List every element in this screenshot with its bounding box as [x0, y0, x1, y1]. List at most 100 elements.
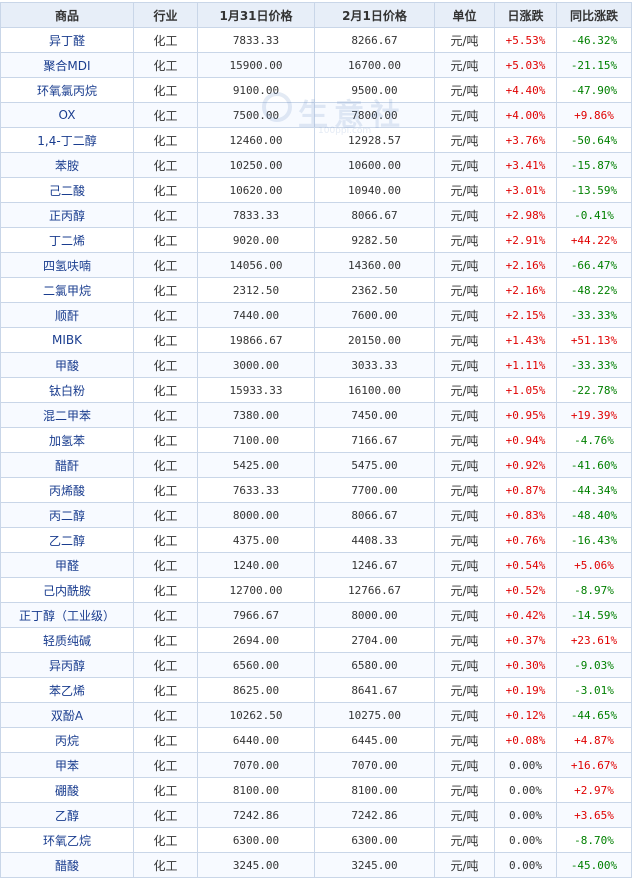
unit-cell: 元/吨 — [434, 27, 495, 53]
product-name-link[interactable]: 丙二醇 — [0, 502, 134, 528]
price-jan31-cell: 8100.00 — [197, 777, 315, 803]
yoy-change-cell: -3.01% — [556, 677, 632, 703]
unit-cell: 元/吨 — [434, 727, 495, 753]
product-name-link[interactable]: 己内酰胺 — [0, 577, 134, 603]
product-name-link[interactable]: 甲酸 — [0, 352, 134, 378]
price-jan31-cell: 19866.67 — [197, 327, 315, 353]
daily-change-cell: +0.08% — [494, 727, 557, 753]
price-feb1-cell: 7166.67 — [314, 427, 435, 453]
unit-cell: 元/吨 — [434, 527, 495, 553]
unit-cell: 元/吨 — [434, 627, 495, 653]
industry-cell: 化工 — [133, 702, 198, 728]
unit-cell: 元/吨 — [434, 477, 495, 503]
product-name-link[interactable]: 环氧乙烷 — [0, 827, 134, 853]
price-jan31-cell: 15933.33 — [197, 377, 315, 403]
product-name-link[interactable]: 硼酸 — [0, 777, 134, 803]
product-name-link[interactable]: 苯胺 — [0, 152, 134, 178]
table-row: 醋酐 化工 5425.00 5475.00 元/吨 +0.92% -41.60% — [0, 452, 632, 478]
price-jan31-cell: 5425.00 — [197, 452, 315, 478]
product-name-link[interactable]: 丙烯酸 — [0, 477, 134, 503]
industry-cell: 化工 — [133, 552, 198, 578]
product-name-link[interactable]: 双酚A — [0, 702, 134, 728]
daily-change-cell: +0.54% — [494, 552, 557, 578]
price-feb1-cell: 3245.00 — [314, 852, 435, 878]
table-row: 甲苯 化工 7070.00 7070.00 元/吨 0.00% +16.67% — [0, 752, 632, 778]
yoy-change-cell: -41.60% — [556, 452, 632, 478]
industry-cell: 化工 — [133, 202, 198, 228]
daily-change-cell: +0.95% — [494, 402, 557, 428]
product-name-link[interactable]: 异丁醛 — [0, 27, 134, 53]
price-jan31-cell: 15900.00 — [197, 52, 315, 78]
table-body: 异丁醛 化工 7833.33 8266.67 元/吨 +5.53% -46.32% 聚合MDI… — [0, 27, 632, 878]
industry-cell: 化工 — [133, 252, 198, 278]
unit-cell: 元/吨 — [434, 777, 495, 803]
product-name-link[interactable]: 1,4-丁二醇 — [0, 127, 134, 153]
table-row: 苯胺 化工 10250.00 10600.00 元/吨 +3.41% -15.87% — [0, 152, 632, 178]
product-name-link[interactable]: 己二酸 — [0, 177, 134, 203]
product-name-link[interactable]: 甲醛 — [0, 552, 134, 578]
daily-change-cell: 0.00% — [494, 802, 557, 828]
product-name-link[interactable]: 四氢呋喃 — [0, 252, 134, 278]
yoy-change-cell: -48.40% — [556, 502, 632, 528]
yoy-change-cell: +16.67% — [556, 752, 632, 778]
product-name-link[interactable]: 乙醇 — [0, 802, 134, 828]
product-name-link[interactable]: 轻质纯碱 — [0, 627, 134, 653]
price-feb1-cell: 8641.67 — [314, 677, 435, 703]
industry-cell: 化工 — [133, 402, 198, 428]
industry-cell: 化工 — [133, 152, 198, 178]
product-name-link[interactable]: 丁二烯 — [0, 227, 134, 253]
product-name-link[interactable]: MIBK — [0, 327, 134, 353]
industry-cell: 化工 — [133, 527, 198, 553]
product-name-link[interactable]: 异丙醇 — [0, 652, 134, 678]
product-name-link[interactable]: 醋酸 — [0, 852, 134, 878]
daily-change-cell: 0.00% — [494, 827, 557, 853]
yoy-change-cell: -4.76% — [556, 427, 632, 453]
table-row: 顺酐 化工 7440.00 7600.00 元/吨 +2.15% -33.33% — [0, 302, 632, 328]
table-row: 甲酸 化工 3000.00 3033.33 元/吨 +1.11% -33.33% — [0, 352, 632, 378]
unit-cell: 元/吨 — [434, 402, 495, 428]
daily-change-cell: +3.41% — [494, 152, 557, 178]
product-name-link[interactable]: 环氧氯丙烷 — [0, 77, 134, 103]
table-row: 轻质纯碱 化工 2694.00 2704.00 元/吨 +0.37% +23.61% — [0, 627, 632, 653]
price-feb1-cell: 12928.57 — [314, 127, 435, 153]
product-name-link[interactable]: 混二甲苯 — [0, 402, 134, 428]
price-feb1-cell: 10275.00 — [314, 702, 435, 728]
product-name-link[interactable]: 聚合MDI — [0, 52, 134, 78]
industry-cell: 化工 — [133, 802, 198, 828]
product-name-link[interactable]: 苯乙烯 — [0, 677, 134, 703]
product-name-link[interactable]: 二氯甲烷 — [0, 277, 134, 303]
daily-change-cell: +0.42% — [494, 602, 557, 628]
price-jan31-cell: 7380.00 — [197, 402, 315, 428]
product-name-link[interactable]: 顺酐 — [0, 302, 134, 328]
table-row: 乙醇 化工 7242.86 7242.86 元/吨 0.00% +3.65% — [0, 802, 632, 828]
price-feb1-cell: 10600.00 — [314, 152, 435, 178]
price-jan31-cell: 7242.86 — [197, 802, 315, 828]
product-name-link[interactable]: 醋酐 — [0, 452, 134, 478]
yoy-change-cell: +5.06% — [556, 552, 632, 578]
yoy-change-cell: -0.41% — [556, 202, 632, 228]
product-name-link[interactable]: 加氢苯 — [0, 427, 134, 453]
header-industry: 行业 — [133, 2, 198, 28]
price-feb1-cell: 9500.00 — [314, 77, 435, 103]
product-name-link[interactable]: 正丙醇 — [0, 202, 134, 228]
table-row: 丁二烯 化工 9020.00 9282.50 元/吨 +2.91% +44.22% — [0, 227, 632, 253]
unit-cell: 元/吨 — [434, 552, 495, 578]
industry-cell: 化工 — [133, 852, 198, 878]
product-name-link[interactable]: 甲苯 — [0, 752, 134, 778]
price-feb1-cell: 6445.00 — [314, 727, 435, 753]
yoy-change-cell: -16.43% — [556, 527, 632, 553]
table-row: 正丙醇 化工 7833.33 8066.67 元/吨 +2.98% -0.41% — [0, 202, 632, 228]
product-name-link[interactable]: 正丁醇（工业级） — [0, 602, 134, 628]
price-jan31-cell: 6560.00 — [197, 652, 315, 678]
unit-cell: 元/吨 — [434, 602, 495, 628]
table-row: 丙二醇 化工 8000.00 8066.67 元/吨 +0.83% -48.40% — [0, 502, 632, 528]
price-feb1-cell: 5475.00 — [314, 452, 435, 478]
header-price-b: 2月1日价格 — [314, 2, 435, 28]
product-name-link[interactable]: OX — [0, 102, 134, 128]
product-name-link[interactable]: 乙二醇 — [0, 527, 134, 553]
product-name-link[interactable]: 丙烷 — [0, 727, 134, 753]
product-name-link[interactable]: 钛白粉 — [0, 377, 134, 403]
daily-change-cell: +1.43% — [494, 327, 557, 353]
price-jan31-cell: 9020.00 — [197, 227, 315, 253]
